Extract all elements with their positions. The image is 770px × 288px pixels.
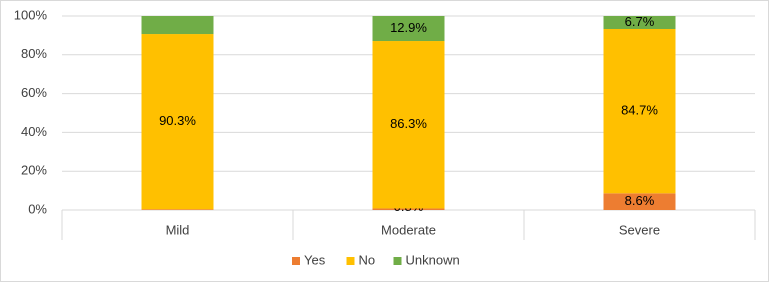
bar-segment (372, 208, 445, 210)
legend-swatch (393, 257, 402, 265)
legend-label: Yes (304, 252, 326, 267)
y-tick-label: 0% (28, 201, 47, 216)
x-tick-label: Mild (166, 222, 190, 237)
y-tick-label: 40% (21, 124, 47, 139)
x-tick-label: Moderate (381, 222, 436, 237)
bar-segment (141, 209, 214, 210)
data-label: 6.7% (625, 14, 655, 29)
bar-segment (603, 16, 676, 29)
data-label: 8.6% (625, 193, 655, 208)
legend-swatch (292, 257, 300, 265)
y-tick-label: 20% (21, 163, 47, 178)
bar-segment (372, 41, 445, 209)
bar-segment (372, 16, 445, 42)
y-tick-label: 60% (21, 85, 47, 100)
legend-label: Unknown (406, 252, 460, 267)
bar-segment (141, 16, 214, 35)
bar-segment (141, 34, 214, 210)
data-label: 84.7% (621, 103, 658, 118)
bar-segment (603, 193, 676, 210)
data-label: 86.3% (390, 116, 427, 131)
x-tick-label: Severe (619, 222, 660, 237)
bar-segment (603, 28, 676, 194)
y-tick-label: 100% (14, 7, 48, 22)
data-label: 12.9% (390, 20, 427, 35)
data-label: 90.3% (159, 113, 196, 128)
y-tick-label: 80% (21, 46, 47, 61)
legend-swatch (346, 257, 355, 265)
legend-label: No (359, 252, 376, 267)
